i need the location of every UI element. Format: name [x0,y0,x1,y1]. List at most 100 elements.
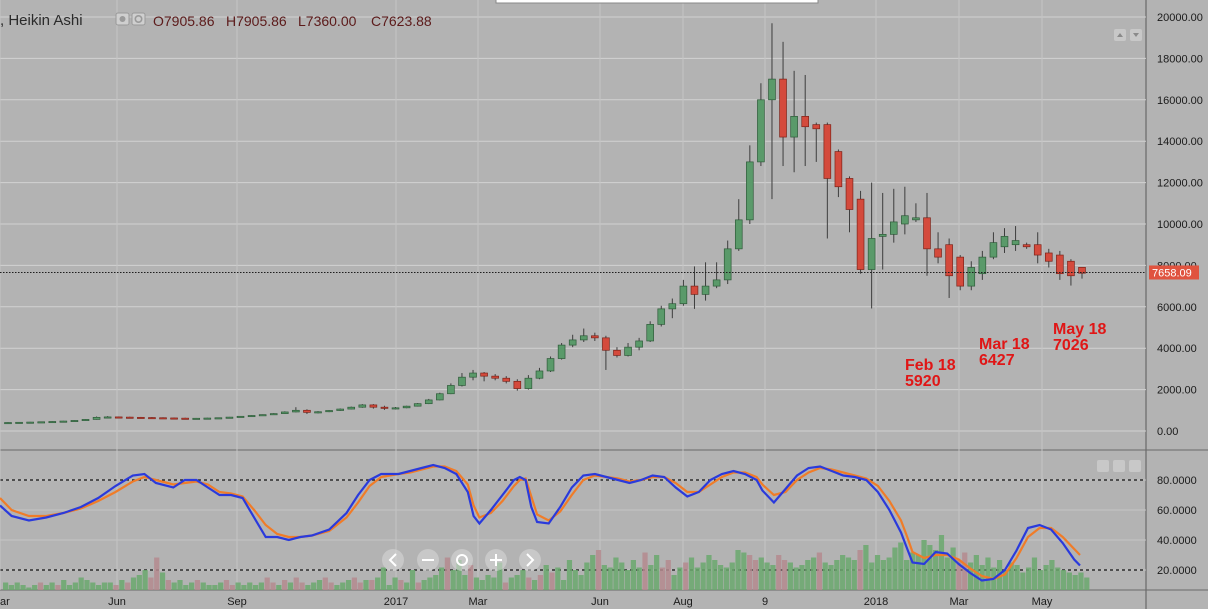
volume-bar [677,567,683,590]
open-value: O7905.86 [153,13,215,29]
candle-body [635,340,643,348]
bearish-candle [613,347,621,358]
volume-bar [189,582,195,590]
bullish-candle [679,279,688,306]
candle-body [934,248,942,258]
price-tick-label: 0.00 [1157,426,1178,438]
candle-body [723,248,732,281]
time-tick-label: 2018 [864,596,888,608]
volume-bar [1049,560,1055,590]
last-price-tag [1149,265,1199,280]
volume-bar [683,562,689,590]
candle-body [26,421,34,424]
bullish-candle [236,415,245,418]
settings-icon[interactable] [131,12,146,26]
close-icon[interactable] [1129,460,1141,472]
bullish-candle [757,83,765,167]
close-value: C7623.88 [371,13,432,29]
stochastic-oscillator [0,463,1081,582]
volume-bar [956,560,962,590]
volume-bar [247,582,253,590]
time-tick-label: 2017 [384,596,408,608]
candle-body [303,409,311,413]
candle-body [502,377,511,382]
candle-body [436,393,444,401]
pane-controls-oscillator[interactable] [1097,460,1141,472]
bullish-candle [712,262,721,289]
volume-bar [793,567,799,590]
volume-bar [770,565,776,590]
volume-bar [903,560,910,590]
bullish-candle [70,420,79,422]
volume-bar [688,557,695,590]
zoom-out-icon[interactable] [417,549,439,571]
time-axis[interactable]: ar Jun Sep 2017 Mar Jun Aug 9 2018 Mar May [0,596,1053,608]
volume-bar [1031,557,1038,590]
volume-bar [1084,577,1090,590]
candle-body [447,385,455,395]
volume-bar [508,577,514,590]
volume-bar [282,580,288,590]
volume-bar [229,585,235,590]
candle-body [923,217,931,250]
price-tick-label: 10000.00 [1157,219,1203,231]
candle-body [878,234,887,237]
bearish-candle [303,409,311,415]
maximize-icon[interactable] [1113,460,1125,472]
volume-bar [421,580,427,590]
candle-body [336,408,344,411]
volume-bar [648,565,654,590]
volume-bar [497,562,503,590]
scroll-right-icon[interactable] [519,549,541,571]
volume-bar [311,582,317,590]
zoom-out-icon[interactable] [382,549,404,571]
volume-bar [380,567,387,590]
volume-bar [787,562,793,590]
candle-body [679,285,688,305]
volume-bar [927,545,933,590]
eye-icon[interactable] [115,12,130,26]
volume-bar [566,560,573,590]
bullish-candle [889,188,898,243]
candle-body [413,403,422,407]
time-tick-label: 9 [762,596,768,608]
volume-bar [305,585,311,590]
bearish-candle [369,404,378,409]
volume-bar [404,582,410,590]
volume-bar [258,582,264,590]
bullish-candle [92,416,101,420]
candle-body [989,242,998,258]
candle-body [203,417,212,420]
bullish-candle [413,403,422,407]
candle-body [314,411,322,414]
volume-bar [741,552,747,590]
arrow-up-icon[interactable] [1097,460,1109,472]
candle-body [402,405,411,409]
candle-body [945,244,953,277]
zoom-in-icon[interactable] [485,549,507,571]
price-axis[interactable]: 0.002000.004000.006000.008000.0010000.00… [1149,12,1203,577]
volume-bar [8,585,15,590]
navigation-buttons[interactable] [382,549,541,571]
bullish-candle [734,199,743,251]
bearish-candle [823,122,832,239]
candle-body [137,416,145,419]
candle-body [236,415,245,418]
bullish-candle [336,408,344,411]
candle-body [956,256,964,287]
candle-body [114,416,123,419]
pane-controls-main[interactable] [1114,29,1142,41]
bullish-candle [524,375,533,390]
bearish-candle [181,417,189,420]
volume-bar [584,562,590,590]
volume-bar [590,555,596,590]
reset-icon[interactable] [451,549,473,571]
volume-bar [96,585,102,590]
bullish-candle [358,404,367,408]
bearish-candle [1056,250,1064,280]
candle-body [690,285,699,295]
candle-body [535,370,544,379]
price-tick-label: 6000.00 [1157,302,1197,314]
